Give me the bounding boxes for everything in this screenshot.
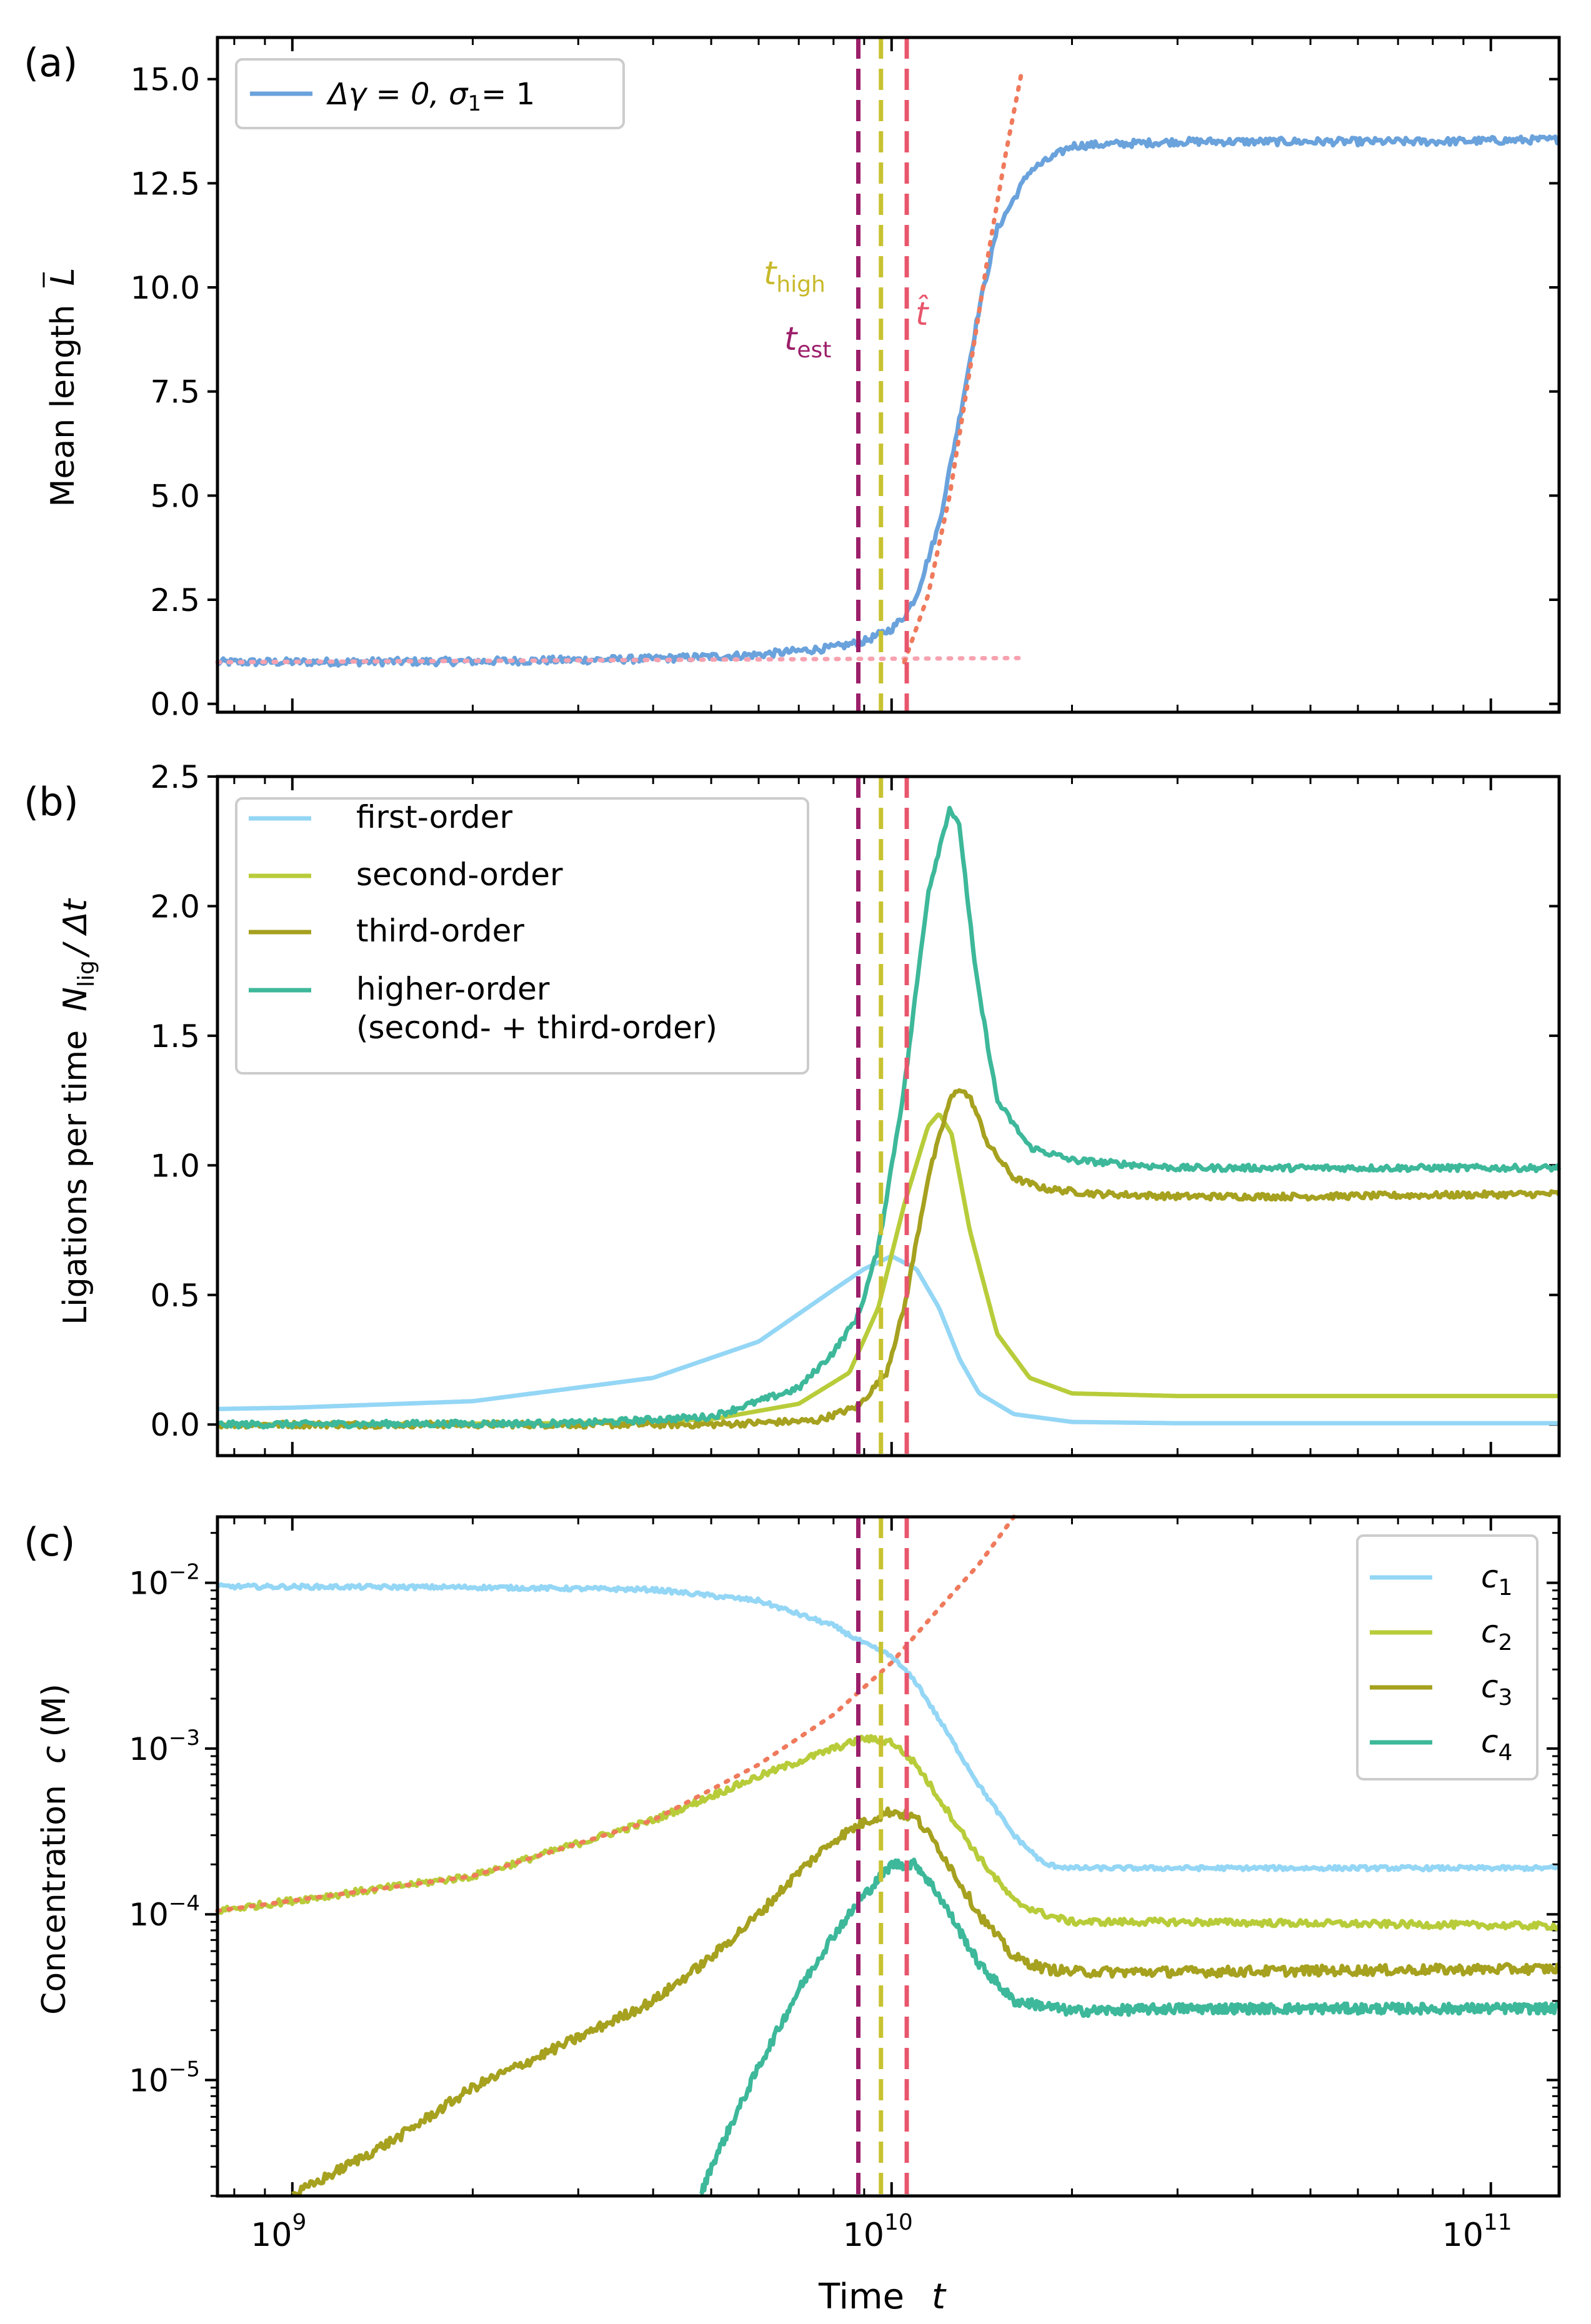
y-tick-label: 10−2 bbox=[129, 1560, 200, 1602]
panel-b-ticks: 0.0 0.5 1.0 1.5 2.0 2.5 bbox=[150, 759, 1559, 1456]
series-line-a-2 bbox=[902, 68, 1024, 665]
series-line-c-4 bbox=[215, 1514, 1016, 1914]
legend-box bbox=[1356, 1534, 1539, 1780]
legend-label: c3 bbox=[1481, 1669, 1512, 1711]
panel-b-vlines bbox=[856, 777, 909, 1456]
y-tick-label: 1.5 bbox=[150, 1018, 200, 1055]
y-tick-label: 7.5 bbox=[150, 374, 200, 410]
legend-box bbox=[235, 58, 625, 129]
panel-c-frame bbox=[216, 1515, 1561, 2198]
series-line-a-1 bbox=[215, 655, 1024, 665]
y-tick-label: 0.5 bbox=[150, 1278, 200, 1314]
panel-b-series bbox=[217, 805, 1562, 1430]
y-tick-label: 0.0 bbox=[150, 1407, 200, 1443]
panel-a-vlines bbox=[856, 37, 909, 712]
legend-label: first-order bbox=[356, 799, 512, 835]
series-line-b-0 bbox=[217, 1254, 1560, 1426]
y-tick-label: 2.5 bbox=[150, 582, 200, 618]
series-line-c-0 bbox=[216, 1582, 1560, 1873]
legend-label: third-order bbox=[356, 913, 524, 949]
x-axis-title: Time t bbox=[818, 2277, 947, 2317]
panel-b-label: (b) bbox=[24, 779, 79, 825]
x-tick-label: 109 bbox=[251, 2210, 306, 2254]
panel-a-frame bbox=[216, 36, 1561, 714]
y-tick-label: 1.0 bbox=[150, 1148, 200, 1184]
panel-c-ticks: 10−5 10−4 10−3 10−2 bbox=[129, 1517, 1559, 2197]
y-tick-label: 0.0 bbox=[150, 687, 200, 723]
series-line-c-2 bbox=[291, 1806, 1562, 2197]
panel-a-label: (a) bbox=[24, 40, 77, 86]
legend-box bbox=[235, 797, 809, 1075]
legend-label: second-order bbox=[356, 857, 563, 893]
legend-label: (second- + third-order) bbox=[356, 1010, 717, 1046]
panel-a-ticks: 0.0 2.5 5.0 7.5 10.0 12.5 15.0 bbox=[131, 37, 1559, 723]
y-tick-label: 10−4 bbox=[129, 1891, 200, 1933]
legend-label: higher-order bbox=[356, 971, 550, 1007]
panel-b-ylabel: Ligations per timeNlig/ Δt bbox=[57, 898, 99, 1325]
y-tick-label: 15.0 bbox=[131, 62, 200, 98]
panel-b-legend: first-order second-order third-order higher… bbox=[235, 797, 809, 1075]
x-tick-label: 1010 bbox=[843, 2210, 913, 2254]
panel-b: 0.0 0.5 1.0 1.5 2.0 2.5 (b) Ligations per tim… bbox=[24, 759, 1562, 1457]
legend-label: c4 bbox=[1481, 1724, 1512, 1765]
panel-c-ylabel: Concentrationc(M) bbox=[36, 1684, 73, 2015]
x-axis-labels: 109 1010 1011 bbox=[251, 2210, 1512, 2254]
panel-c-label: (c) bbox=[24, 1519, 75, 1565]
series-line-b-3 bbox=[217, 805, 1562, 1430]
series-line-c-3 bbox=[699, 1857, 1561, 2196]
y-tick-label: 10−3 bbox=[129, 1726, 200, 1767]
panel-a-legend: Δγ = 0, σ1= 1 bbox=[235, 58, 625, 129]
series-line-b-1 bbox=[217, 1112, 1560, 1427]
panel-a-ylabel: Mean lengthL bbox=[44, 268, 82, 507]
annotation-t-est: test bbox=[784, 320, 831, 363]
annotation-t-hat: t̂ bbox=[915, 295, 929, 333]
panel-c: 10−5 10−4 10−3 10−2 (c) Concentrationc(M) c… bbox=[24, 1514, 1562, 2198]
panel-c-series bbox=[215, 1514, 1562, 2197]
panel-b-frame bbox=[216, 775, 1561, 1457]
y-tick-label: 5.0 bbox=[150, 478, 200, 514]
x-tick-label: 1011 bbox=[1442, 2210, 1512, 2254]
legend-label: c1 bbox=[1481, 1559, 1512, 1601]
series-line-a-0 bbox=[216, 134, 1560, 668]
panel-c-vlines bbox=[856, 1517, 909, 2196]
y-tick-label: 12.5 bbox=[131, 166, 200, 202]
panel-a-series bbox=[215, 68, 1560, 668]
y-tick-label: 10−5 bbox=[129, 2057, 200, 2099]
annotation-t-high: thigh bbox=[764, 255, 825, 297]
y-tick-label: 10.0 bbox=[131, 270, 200, 306]
y-tick-label: 2.5 bbox=[150, 759, 200, 795]
panel-a: 0.0 2.5 5.0 7.5 10.0 12.5 15.0 (a) Mean length… bbox=[24, 36, 1561, 723]
legend-text: Δγ = 0, σ1= 1 bbox=[326, 77, 535, 116]
y-tick-label: 2.0 bbox=[150, 888, 200, 925]
